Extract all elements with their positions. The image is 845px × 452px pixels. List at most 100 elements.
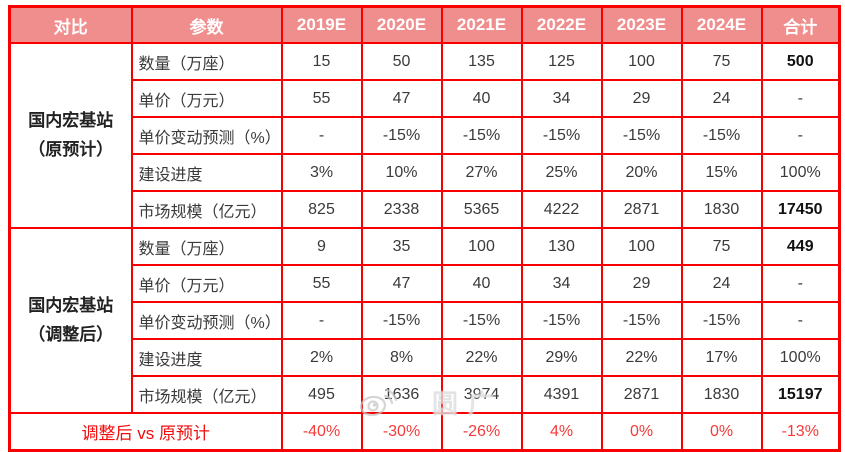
cell-value: 100 <box>600 227 683 266</box>
group-label-line2: （原预计） <box>28 139 114 159</box>
cell-value: 34 <box>520 79 603 118</box>
cell-value: 495 <box>280 375 363 414</box>
cell-value: 10% <box>360 153 443 192</box>
cell-value: 3974 <box>440 375 523 414</box>
cell-total: 17450 <box>760 190 841 229</box>
col-header-2024e: 2024E <box>680 5 763 44</box>
cell-value: - <box>280 116 363 155</box>
table-row: 单价变动预测（%） - -15% -15% -15% -15% -15% - <box>10 116 841 155</box>
table-row: 建设进度 3% 10% 27% 25% 20% 15% 100% <box>10 153 841 192</box>
cell-value: 27% <box>440 153 523 192</box>
cell-value: 40 <box>440 79 523 118</box>
cell-value: 130 <box>520 227 603 266</box>
cell-value: -15% <box>680 116 763 155</box>
col-header-total: 合计 <box>760 5 841 44</box>
cell-total: 15197 <box>760 375 841 414</box>
param-label: 单价变动预测（%） <box>130 301 283 340</box>
col-header-2022e: 2022E <box>520 5 603 44</box>
param-label: 单价（万元） <box>130 79 283 118</box>
cell-value: 2871 <box>600 190 683 229</box>
table-row: 市场规模（亿元） 825 2338 5365 4222 2871 1830 17… <box>10 190 841 229</box>
col-header-2019e: 2019E <box>280 5 363 44</box>
group-label-line1: 国内宏基站 <box>28 295 114 315</box>
cell-value: 1636 <box>360 375 443 414</box>
footer-value: 0% <box>600 412 683 452</box>
table-row: 单价（万元） 55 47 40 34 29 24 - <box>10 79 841 118</box>
cell-value: 29% <box>520 338 603 377</box>
cell-value: -15% <box>520 116 603 155</box>
footer-label: 调整后 vs 原预计 <box>8 412 283 452</box>
cell-value: 4222 <box>520 190 603 229</box>
col-header-parameter: 参数 <box>130 5 283 44</box>
cell-value: 8% <box>360 338 443 377</box>
table-row: 市场规模（亿元） 495 1636 3974 4391 2871 1830 15… <box>10 375 841 414</box>
col-header-2023e: 2023E <box>600 5 683 44</box>
cell-value: 9 <box>280 227 363 266</box>
cell-value: - <box>760 301 841 340</box>
cell-value: 4391 <box>520 375 603 414</box>
cell-value: 75 <box>680 227 763 266</box>
footer-value: -30% <box>360 412 443 452</box>
param-label: 单价（万元） <box>130 264 283 303</box>
param-label: 市场规模（亿元） <box>130 190 283 229</box>
cell-value: 135 <box>440 42 523 81</box>
cell-value: 2338 <box>360 190 443 229</box>
cell-value: - <box>760 264 841 303</box>
cell-value: 29 <box>600 264 683 303</box>
cell-value: 15 <box>280 42 363 81</box>
cell-value: -15% <box>680 301 763 340</box>
param-label: 数量（万座） <box>130 42 283 81</box>
cell-value: 47 <box>360 79 443 118</box>
param-label: 建设进度 <box>130 153 283 192</box>
cell-value: 825 <box>280 190 363 229</box>
cell-value: 34 <box>520 264 603 303</box>
cell-value: -15% <box>600 301 683 340</box>
cell-value: - <box>760 79 841 118</box>
cell-total: 500 <box>760 42 841 81</box>
cell-value: 40 <box>440 264 523 303</box>
cell-value: 50 <box>360 42 443 81</box>
cell-value: 1830 <box>680 375 763 414</box>
group-label-line2: （调整后） <box>28 324 114 344</box>
param-label: 数量（万座） <box>130 227 283 266</box>
cell-value: 2% <box>280 338 363 377</box>
cell-value: -15% <box>440 301 523 340</box>
group-label-adjusted: 国内宏基站 （调整后） <box>8 227 133 414</box>
col-header-compare: 对比 <box>8 5 133 44</box>
cell-value: 2871 <box>600 375 683 414</box>
cell-value: 100 <box>600 42 683 81</box>
cell-value: -15% <box>520 301 603 340</box>
cell-value: 55 <box>280 264 363 303</box>
cell-value: 100 <box>440 227 523 266</box>
cell-value: -15% <box>360 301 443 340</box>
footer-row: 调整后 vs 原预计 -40% -30% -26% 4% 0% 0% -13% <box>8 412 841 452</box>
cell-value: 3% <box>280 153 363 192</box>
table-row: 建设进度 2% 8% 22% 29% 22% 17% 100% <box>10 338 841 377</box>
cell-value: - <box>280 301 363 340</box>
footer-value: 0% <box>680 412 763 452</box>
cell-value: 15% <box>680 153 763 192</box>
cell-value: 24 <box>680 79 763 118</box>
cell-value: -15% <box>360 116 443 155</box>
cell-total: 449 <box>760 227 841 266</box>
cell-value: 5365 <box>440 190 523 229</box>
cell-value: 47 <box>360 264 443 303</box>
footer-value: 4% <box>520 412 603 452</box>
cell-value: -15% <box>440 116 523 155</box>
cell-value: 55 <box>280 79 363 118</box>
forecast-table: 对比 参数 2019E 2020E 2021E 2022E 2023E 2024… <box>8 5 841 452</box>
footer-value: -26% <box>440 412 523 452</box>
cell-value: 35 <box>360 227 443 266</box>
param-label: 单价变动预测（%） <box>130 116 283 155</box>
cell-value: 125 <box>520 42 603 81</box>
table-row: 国内宏基站 （原预计） 数量（万座） 15 50 135 125 100 75 … <box>8 42 841 229</box>
col-header-2021e: 2021E <box>440 5 523 44</box>
cell-value: 75 <box>680 42 763 81</box>
cell-value: 1830 <box>680 190 763 229</box>
cell-value: -15% <box>600 116 683 155</box>
group-label-original: 国内宏基站 （原预计） <box>8 42 133 229</box>
cell-value: 24 <box>680 264 763 303</box>
footer-value: -40% <box>280 412 363 452</box>
group-label-line1: 国内宏基站 <box>28 110 114 130</box>
col-header-2020e: 2020E <box>360 5 443 44</box>
